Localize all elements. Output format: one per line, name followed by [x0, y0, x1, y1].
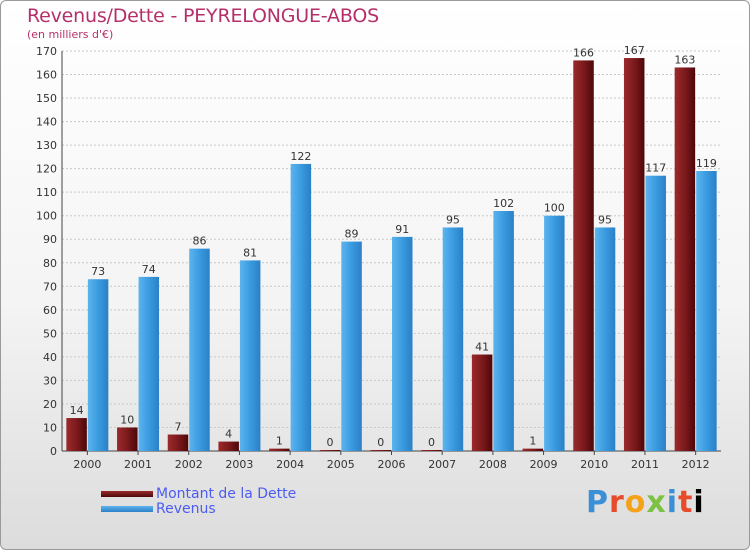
data-label: 81	[243, 246, 257, 259]
bar-dette	[66, 418, 87, 451]
bar-revenus	[594, 227, 616, 451]
data-label: 74	[142, 263, 156, 276]
legend-label-dette: Montant de la Dette	[156, 486, 297, 502]
data-label: 1	[529, 435, 536, 448]
x-tick-label: 2009	[530, 458, 558, 471]
bar-dette	[623, 58, 645, 451]
data-label: 86	[192, 235, 206, 248]
data-label: 14	[70, 404, 84, 417]
y-tick-label: 50	[43, 327, 57, 340]
y-tick-label: 150	[36, 92, 57, 105]
data-label: 0	[377, 436, 384, 449]
data-label: 100	[544, 202, 565, 215]
data-label: 73	[91, 265, 105, 278]
y-tick-label: 80	[43, 257, 57, 270]
bar-dette	[471, 354, 493, 451]
x-tick-label: 2010	[580, 458, 608, 471]
bar-revenus	[392, 236, 413, 451]
bar-dette	[421, 450, 442, 451]
x-tick-label: 2008	[479, 458, 507, 471]
y-tick-label: 10	[43, 421, 57, 434]
bar-dette	[269, 448, 290, 451]
bar-dette	[522, 448, 544, 451]
y-tick-label: 90	[43, 233, 57, 246]
x-tick-label: 2007	[428, 458, 456, 471]
data-label: 91	[395, 223, 409, 236]
legend-swatch-dette	[101, 491, 153, 497]
bar-revenus	[290, 163, 312, 452]
bar-dette	[117, 427, 138, 451]
data-label: 95	[446, 213, 460, 226]
bar-revenus	[189, 248, 210, 451]
bar-revenus	[138, 276, 160, 451]
data-label: 4	[225, 428, 232, 441]
y-tick-label: 140	[36, 116, 57, 129]
y-tick-label: 30	[43, 374, 57, 387]
data-label: 167	[624, 44, 645, 57]
x-tick-label: 2006	[378, 458, 406, 471]
bar-dette	[674, 67, 696, 452]
legend-label-revenus: Revenus	[156, 501, 216, 517]
x-tick-label: 2001	[124, 458, 152, 471]
data-label: 122	[290, 150, 311, 163]
bar-dette	[167, 434, 189, 451]
x-tick-label: 2005	[327, 458, 355, 471]
data-label: 1	[276, 435, 283, 448]
legend-swatch-revenus	[101, 506, 153, 512]
data-label: 119	[696, 157, 717, 170]
data-label: 10	[120, 413, 134, 426]
data-label: 166	[573, 46, 594, 59]
y-tick-label: 60	[43, 304, 57, 317]
y-tick-label: 120	[36, 163, 57, 176]
y-tick-label: 70	[43, 280, 57, 293]
y-tick-label: 0	[50, 445, 57, 458]
data-label: 41	[475, 341, 489, 354]
proxiti-logo: Proxiti	[586, 485, 705, 520]
bar-revenus	[239, 260, 261, 451]
data-label: 0	[428, 436, 435, 449]
bar-dette	[319, 450, 341, 451]
y-tick-label: 100	[36, 210, 57, 223]
bar-revenus	[442, 227, 464, 451]
bar-revenus	[341, 241, 362, 451]
x-tick-label: 2012	[682, 458, 710, 471]
bar-revenus	[645, 175, 666, 452]
x-tick-label: 2004	[276, 458, 304, 471]
data-label: 7	[174, 421, 181, 434]
x-tick-label: 2000	[73, 458, 101, 471]
bar-dette	[218, 441, 239, 451]
y-tick-label: 110	[36, 186, 57, 199]
bar-revenus	[544, 215, 565, 451]
y-tick-label: 40	[43, 351, 57, 364]
data-label: 117	[645, 162, 666, 175]
bar-dette	[573, 60, 594, 451]
bar-revenus	[696, 171, 717, 451]
y-tick-label: 130	[36, 139, 57, 152]
data-label: 102	[493, 197, 514, 210]
bar-revenus	[493, 211, 514, 451]
data-label: 163	[674, 53, 695, 66]
bar-revenus	[87, 279, 109, 451]
chart-subtitle: (en milliers d'€)	[27, 28, 114, 41]
y-tick-label: 20	[43, 398, 57, 411]
data-label: 89	[345, 228, 359, 241]
x-tick-label: 2011	[631, 458, 659, 471]
x-tick-label: 2002	[175, 458, 203, 471]
data-label: 0	[327, 436, 334, 449]
x-tick-label: 2003	[225, 458, 253, 471]
bar-dette	[370, 450, 391, 451]
chart-title: Revenus/Dette - PEYRELONGUE-ABOS	[27, 5, 379, 27]
y-tick-label: 170	[36, 45, 57, 58]
data-label: 95	[598, 213, 612, 226]
y-tick-label: 160	[36, 69, 57, 82]
